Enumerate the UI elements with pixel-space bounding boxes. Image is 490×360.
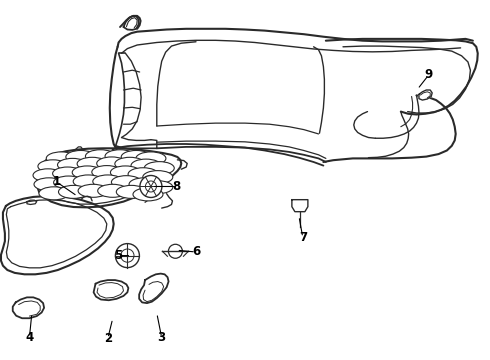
Ellipse shape (34, 178, 64, 191)
Ellipse shape (110, 166, 141, 179)
Polygon shape (419, 90, 432, 100)
Ellipse shape (129, 178, 159, 191)
Ellipse shape (143, 181, 173, 194)
Ellipse shape (105, 150, 135, 163)
Text: 9: 9 (425, 68, 433, 81)
Polygon shape (123, 16, 139, 30)
Circle shape (146, 181, 156, 192)
Ellipse shape (72, 166, 102, 179)
Polygon shape (37, 148, 181, 207)
Polygon shape (13, 297, 44, 318)
Ellipse shape (39, 187, 69, 200)
Text: 4: 4 (25, 331, 33, 344)
Ellipse shape (133, 188, 163, 201)
Ellipse shape (57, 158, 88, 171)
Text: 3: 3 (158, 331, 166, 344)
Text: 5: 5 (115, 249, 122, 262)
Ellipse shape (111, 176, 142, 189)
Ellipse shape (46, 152, 76, 165)
Ellipse shape (144, 162, 174, 175)
Ellipse shape (33, 169, 63, 182)
Ellipse shape (131, 159, 161, 172)
Ellipse shape (53, 176, 84, 189)
Ellipse shape (121, 150, 151, 163)
Polygon shape (94, 280, 128, 300)
Polygon shape (139, 274, 169, 303)
Ellipse shape (98, 184, 128, 197)
Ellipse shape (115, 157, 145, 170)
Ellipse shape (73, 175, 103, 188)
Circle shape (116, 244, 139, 267)
Text: 1: 1 (52, 175, 60, 188)
Text: 6: 6 (192, 246, 200, 258)
Ellipse shape (78, 184, 108, 197)
Ellipse shape (116, 185, 147, 198)
Circle shape (121, 249, 134, 262)
Text: 2: 2 (104, 332, 112, 345)
Ellipse shape (77, 157, 107, 170)
Ellipse shape (52, 167, 83, 180)
Ellipse shape (136, 152, 166, 165)
Circle shape (169, 244, 182, 258)
Polygon shape (1, 196, 114, 274)
Circle shape (140, 175, 162, 198)
Ellipse shape (97, 157, 127, 170)
Text: 8: 8 (172, 180, 180, 193)
Ellipse shape (85, 150, 116, 163)
Text: 7: 7 (299, 231, 307, 244)
Ellipse shape (38, 160, 68, 173)
Ellipse shape (93, 175, 123, 188)
Polygon shape (292, 200, 308, 212)
Ellipse shape (92, 166, 122, 179)
Ellipse shape (143, 171, 173, 184)
Ellipse shape (66, 150, 96, 163)
Ellipse shape (58, 185, 89, 198)
Ellipse shape (128, 168, 158, 181)
